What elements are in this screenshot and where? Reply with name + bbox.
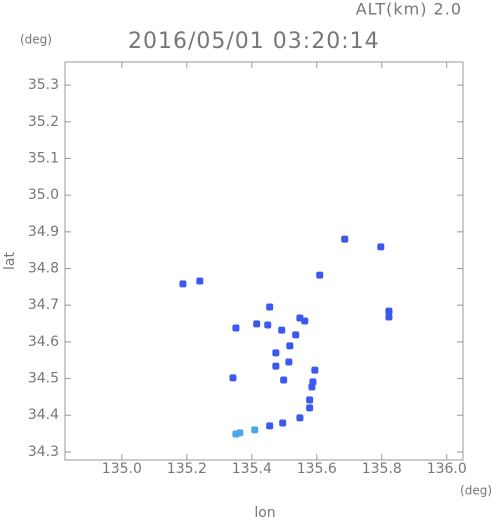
echo-point <box>253 320 261 328</box>
echo-point <box>385 307 393 315</box>
x-tick-label: 135.4 <box>232 461 272 477</box>
echo-point <box>229 374 237 382</box>
echo-point <box>179 280 187 288</box>
echo-point <box>232 430 240 438</box>
echo-point <box>306 396 314 404</box>
plot-frame <box>64 61 464 461</box>
echo-point <box>311 366 319 374</box>
echo-point <box>301 317 309 325</box>
y-tick-label: 34.7 <box>28 297 59 313</box>
y-tick-label: 35.2 <box>28 114 59 130</box>
echo-point <box>251 426 259 434</box>
echo-point <box>272 362 280 370</box>
echo-point <box>385 313 393 321</box>
x-tick-label: 135.0 <box>102 461 142 477</box>
y-tick-label: 35.0 <box>28 187 59 203</box>
x-tick-label: 135.8 <box>362 461 402 477</box>
echo-point <box>296 414 304 422</box>
echo-point <box>377 243 385 251</box>
echo-point <box>341 235 349 243</box>
x-tick-label: 135.2 <box>167 461 207 477</box>
echo-point <box>292 331 300 339</box>
x-unit: (deg) <box>460 484 491 498</box>
echo-point <box>266 303 274 311</box>
echo-point <box>286 342 294 350</box>
y-tick-label: 34.6 <box>28 334 59 350</box>
echo-point <box>278 326 286 334</box>
echo-point <box>196 277 204 285</box>
y-tick-label: 34.4 <box>28 407 59 423</box>
echo-point <box>280 376 288 384</box>
echo-point <box>266 422 274 430</box>
echo-point <box>264 321 272 329</box>
chart-title: 2016/05/01 03:20:14 <box>128 29 380 54</box>
y-tick-label: 34.9 <box>28 224 59 240</box>
altitude-label: ALT(km) 2.0 <box>356 0 462 19</box>
echo-point <box>272 349 280 357</box>
y-tick-label: 34.8 <box>28 261 59 277</box>
x-axis-label: lon <box>254 505 275 521</box>
y-tick-label: 34.5 <box>28 371 59 387</box>
y-tick-label: 35.3 <box>28 77 59 93</box>
echo-point <box>316 271 324 279</box>
y-tick-label: 34.3 <box>28 444 59 460</box>
echo-point <box>306 404 314 412</box>
x-tick-label: 136.0 <box>427 461 467 477</box>
x-tick-label: 135.6 <box>297 461 337 477</box>
y-tick-label: 35.1 <box>28 150 59 166</box>
echo-point <box>285 358 293 366</box>
echo-point <box>308 383 316 391</box>
echo-point <box>232 324 240 332</box>
echo-point <box>279 419 287 427</box>
y-axis-label: lat <box>2 252 18 270</box>
y-unit: (deg) <box>20 33 52 47</box>
